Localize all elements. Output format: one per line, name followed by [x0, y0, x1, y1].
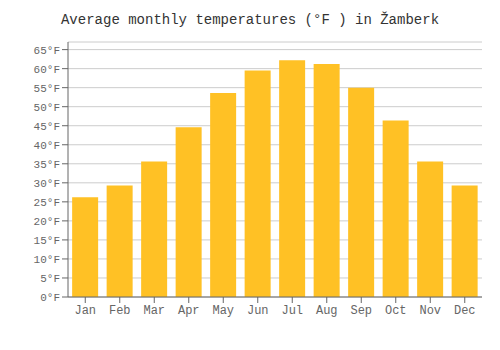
- svg-text:10°F: 10°F: [34, 254, 60, 266]
- svg-text:55°F: 55°F: [34, 83, 60, 95]
- svg-text:Oct: Oct: [385, 304, 407, 318]
- svg-text:Apr: Apr: [178, 304, 200, 318]
- svg-text:Sep: Sep: [350, 304, 372, 318]
- svg-text:5°F: 5°F: [40, 273, 60, 285]
- svg-text:20°F: 20°F: [34, 216, 60, 228]
- svg-text:30°F: 30°F: [34, 178, 60, 190]
- svg-text:65°F: 65°F: [34, 45, 60, 57]
- svg-text:35°F: 35°F: [34, 159, 60, 171]
- svg-text:Feb: Feb: [109, 304, 131, 318]
- svg-text:Dec: Dec: [454, 304, 476, 318]
- svg-text:May: May: [212, 304, 234, 318]
- svg-text:Aug: Aug: [316, 304, 338, 318]
- svg-text:Jun: Jun: [247, 304, 269, 318]
- svg-text:0°F: 0°F: [40, 292, 60, 304]
- svg-text:15°F: 15°F: [34, 235, 60, 247]
- svg-text:40°F: 40°F: [34, 140, 60, 152]
- svg-text:Jul: Jul: [281, 304, 303, 318]
- svg-text:45°F: 45°F: [34, 121, 60, 133]
- svg-text:25°F: 25°F: [34, 197, 60, 209]
- html-text:Average monthly temperatures (: Average monthly temperatures (°F ) in Ža…: [61, 12, 439, 28]
- svg-text:50°F: 50°F: [34, 102, 60, 114]
- svg-text:Mar: Mar: [143, 304, 165, 318]
- svg-text:Jan: Jan: [74, 304, 96, 318]
- svg-text:60°F: 60°F: [34, 64, 60, 76]
- svg-text:Nov: Nov: [419, 304, 441, 318]
